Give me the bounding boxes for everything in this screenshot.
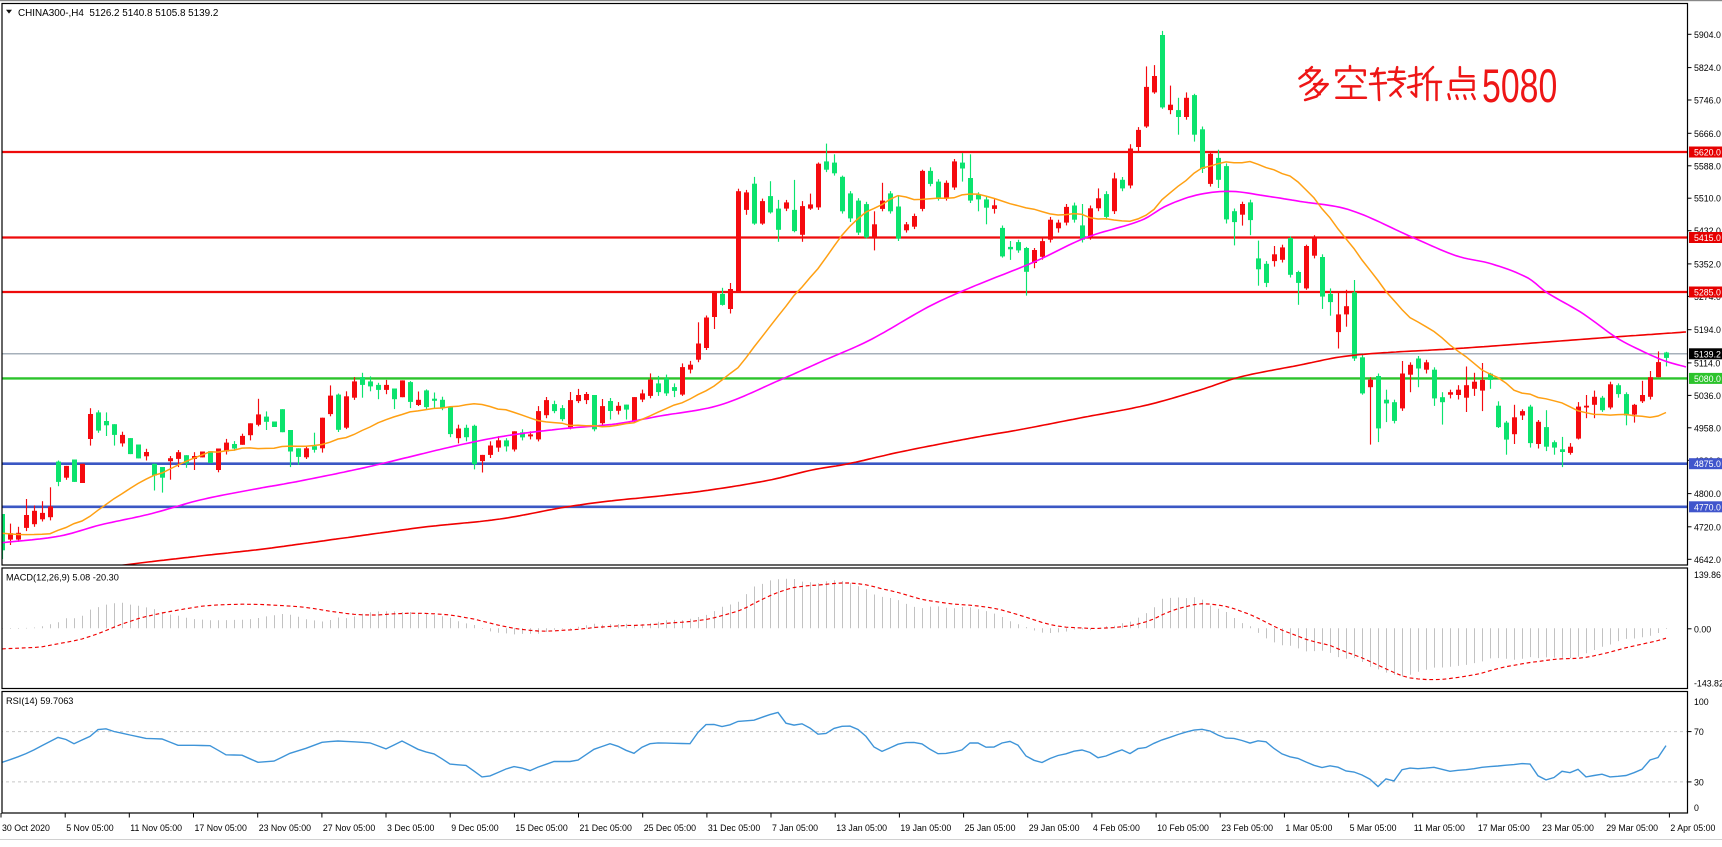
svg-text:21 Dec 05:00: 21 Dec 05:00 — [580, 823, 632, 833]
svg-text:MACD(12,26,9) 5.08 -20.30: MACD(12,26,9) 5.08 -20.30 — [6, 573, 119, 583]
svg-text:5746.0: 5746.0 — [1694, 96, 1721, 106]
svg-text:5415.0: 5415.0 — [1694, 233, 1721, 243]
svg-text:4642.0: 4642.0 — [1694, 555, 1721, 565]
svg-text:17 Nov 05:00: 17 Nov 05:00 — [195, 823, 247, 833]
svg-text:5 Nov 05:00: 5 Nov 05:00 — [66, 823, 114, 833]
svg-text:29 Mar 05:00: 29 Mar 05:00 — [1606, 823, 1658, 833]
svg-text:5352.0: 5352.0 — [1694, 259, 1721, 269]
svg-text:5036.0: 5036.0 — [1694, 391, 1721, 401]
svg-text:23 Nov 05:00: 23 Nov 05:00 — [259, 823, 311, 833]
svg-text:4 Feb 05:00: 4 Feb 05:00 — [1093, 823, 1140, 833]
svg-text:10 Feb 05:00: 10 Feb 05:00 — [1157, 823, 1209, 833]
svg-text:4800.0: 4800.0 — [1694, 489, 1721, 499]
svg-text:4770.0: 4770.0 — [1694, 502, 1721, 512]
svg-text:RSI(14) 59.7063: RSI(14) 59.7063 — [6, 696, 73, 706]
svg-text:4958.0: 4958.0 — [1694, 423, 1721, 433]
svg-text:5139.2: 5139.2 — [1694, 349, 1721, 359]
svg-text:5080: 5080 — [1482, 60, 1557, 113]
svg-text:139.86: 139.86 — [1694, 570, 1721, 580]
svg-text:-143.82: -143.82 — [1694, 679, 1722, 689]
svg-text:15 Dec 05:00: 15 Dec 05:00 — [515, 823, 567, 833]
svg-text:29 Jan 05:00: 29 Jan 05:00 — [1029, 823, 1080, 833]
svg-text:5080.0: 5080.0 — [1694, 374, 1721, 384]
svg-text:11 Mar 05:00: 11 Mar 05:00 — [1414, 823, 1465, 833]
svg-text:9 Dec 05:00: 9 Dec 05:00 — [451, 823, 499, 833]
svg-text:1 Mar 05:00: 1 Mar 05:00 — [1285, 823, 1332, 833]
svg-text:5620.0: 5620.0 — [1694, 148, 1721, 158]
svg-text:5432.0: 5432.0 — [1694, 226, 1721, 236]
svg-text:5588.0: 5588.0 — [1694, 161, 1721, 171]
svg-text:5114.0: 5114.0 — [1694, 358, 1720, 368]
svg-text:5285.0: 5285.0 — [1694, 288, 1721, 298]
svg-text:0.00: 0.00 — [1694, 624, 1711, 634]
svg-text:30: 30 — [1694, 777, 1704, 787]
svg-text:5904.0: 5904.0 — [1694, 30, 1721, 40]
svg-text:30 Oct 2020: 30 Oct 2020 — [2, 823, 50, 833]
svg-text:4875.0: 4875.0 — [1694, 459, 1721, 469]
svg-text:5194.0: 5194.0 — [1694, 325, 1721, 335]
svg-text:23 Feb 05:00: 23 Feb 05:00 — [1221, 823, 1273, 833]
svg-text:27 Nov 05:00: 27 Nov 05:00 — [323, 823, 375, 833]
svg-text:3 Dec 05:00: 3 Dec 05:00 — [387, 823, 435, 833]
svg-text:25 Dec 05:00: 25 Dec 05:00 — [644, 823, 696, 833]
svg-text:2 Apr 05:00: 2 Apr 05:00 — [1670, 823, 1715, 833]
svg-text:5666.0: 5666.0 — [1694, 129, 1721, 139]
svg-text:100: 100 — [1694, 697, 1709, 707]
svg-text:11 Nov 05:00: 11 Nov 05:00 — [130, 823, 182, 833]
svg-text:23 Mar 05:00: 23 Mar 05:00 — [1542, 823, 1594, 833]
svg-text:70: 70 — [1694, 727, 1704, 737]
svg-text:5510.0: 5510.0 — [1694, 194, 1721, 204]
svg-text:19 Jan 05:00: 19 Jan 05:00 — [900, 823, 951, 833]
svg-text:13 Jan 05:00: 13 Jan 05:00 — [836, 823, 887, 833]
svg-text:17 Mar 05:00: 17 Mar 05:00 — [1478, 823, 1530, 833]
svg-text:5 Mar 05:00: 5 Mar 05:00 — [1350, 823, 1397, 833]
svg-text:CHINA300-,H4 5126.2 5140.8 51: CHINA300-,H4 5126.2 5140.8 5105.8 5139.2 — [18, 8, 218, 19]
svg-text:7 Jan 05:00: 7 Jan 05:00 — [772, 823, 818, 833]
svg-text:31 Dec 05:00: 31 Dec 05:00 — [708, 823, 760, 833]
svg-text:25 Jan 05:00: 25 Jan 05:00 — [965, 823, 1016, 833]
svg-text:4720.0: 4720.0 — [1694, 522, 1721, 532]
svg-text:5824.0: 5824.0 — [1694, 63, 1721, 73]
svg-text:0: 0 — [1694, 803, 1699, 813]
